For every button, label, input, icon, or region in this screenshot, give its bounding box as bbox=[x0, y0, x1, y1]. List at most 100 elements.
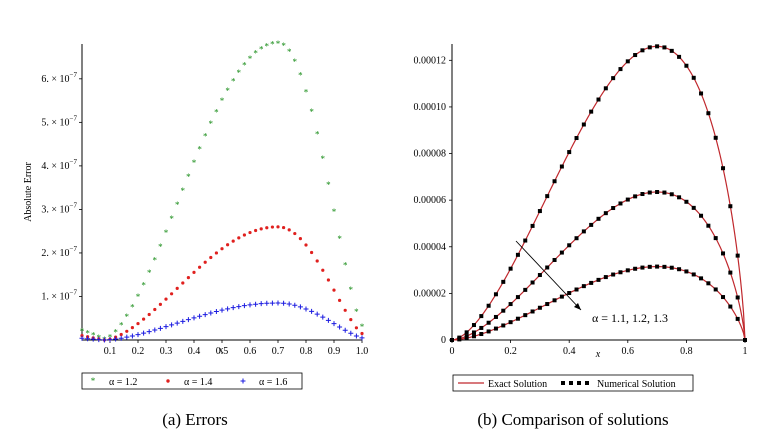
errors-point: * bbox=[253, 49, 258, 59]
numerical-solution-point bbox=[567, 243, 572, 248]
errors-point bbox=[220, 247, 224, 251]
numerical-solution-point bbox=[567, 291, 572, 296]
numerical-solution-point bbox=[655, 190, 660, 194]
numerical-solution-point bbox=[721, 166, 726, 171]
numerical-solution-point bbox=[486, 320, 491, 325]
errors-caption: (a) Errors bbox=[162, 410, 228, 429]
comparison-y-ticks: 0 0.00002 0.00004 0.00006 0.00008 0.00010 0.00… bbox=[414, 55, 452, 346]
numerical-solution-point bbox=[735, 316, 740, 321]
errors-y-tick-label: 6. × 10−7 bbox=[41, 71, 77, 85]
numerical-solution-point bbox=[530, 309, 535, 314]
numerical-solution-point bbox=[471, 334, 476, 339]
numerical-solution-point bbox=[691, 272, 696, 277]
numerical-solution-point bbox=[515, 252, 520, 257]
errors-point bbox=[348, 330, 354, 336]
errors-point bbox=[310, 250, 314, 255]
comparison-x-tick-label: 0.6 bbox=[622, 346, 635, 357]
errors-legend-label: α = 1.2 bbox=[109, 377, 137, 388]
numerical-solution-point bbox=[669, 48, 674, 53]
errors-point: * bbox=[125, 312, 130, 322]
errors-y-ticks: 1. × 10−7 2. × 10−7 3. × 10−7 4. × 10−7 5. ×… bbox=[41, 71, 82, 302]
errors-point: * bbox=[119, 321, 124, 331]
errors-point bbox=[276, 225, 280, 229]
errors-point: * bbox=[164, 228, 169, 238]
errors-legend-label: α = 1.6 bbox=[259, 377, 287, 388]
numerical-solution-point bbox=[677, 267, 682, 272]
numerical-solution-point bbox=[479, 314, 484, 319]
legend-exact-label: Exact Solution bbox=[488, 379, 547, 390]
errors-point bbox=[321, 268, 325, 272]
errors-y-tick-label: 1. × 10−7 bbox=[41, 288, 77, 302]
errors-point: * bbox=[349, 285, 354, 295]
numerical-solution-point bbox=[655, 264, 660, 269]
numerical-solution-point bbox=[640, 192, 645, 197]
numerical-solution-point bbox=[596, 277, 601, 282]
errors-point bbox=[170, 292, 174, 296]
errors-point bbox=[141, 330, 147, 336]
numerical-solution-point bbox=[471, 323, 476, 328]
errors-x-label: x bbox=[219, 345, 224, 356]
annotation-arrowhead bbox=[574, 303, 581, 310]
numerical-solution-point bbox=[655, 44, 660, 49]
numerical-solution-point bbox=[589, 280, 594, 285]
numerical-solution-point bbox=[603, 211, 608, 216]
numerical-solution-point bbox=[559, 164, 564, 169]
errors-point bbox=[281, 300, 287, 306]
errors-point: * bbox=[136, 292, 141, 302]
errors-point: * bbox=[147, 268, 152, 278]
errors-point: * bbox=[169, 214, 174, 224]
errors-point bbox=[163, 324, 169, 330]
numerical-solution-point bbox=[618, 270, 623, 275]
numerical-solution-point bbox=[669, 192, 674, 197]
numerical-solution-point bbox=[611, 76, 616, 81]
errors-point bbox=[135, 332, 141, 338]
numerical-solution-point bbox=[625, 268, 630, 273]
errors-legend-label: α = 1.4 bbox=[184, 377, 212, 388]
errors-point bbox=[247, 302, 253, 308]
errors-point bbox=[164, 297, 168, 301]
errors-point: * bbox=[209, 119, 214, 129]
errors-y-label: Absolute Error bbox=[23, 161, 34, 221]
errors-point bbox=[192, 270, 196, 274]
numerical-solution-point bbox=[567, 150, 572, 155]
errors-point bbox=[286, 301, 292, 307]
numerical-solution-point bbox=[647, 45, 652, 50]
errors-point bbox=[142, 317, 146, 321]
errors-point bbox=[331, 321, 337, 327]
numerical-solution-point bbox=[706, 223, 711, 228]
errors-legend-marker bbox=[166, 379, 170, 383]
errors-point bbox=[101, 337, 107, 343]
numerical-solution-point bbox=[464, 336, 469, 341]
numerical-solution-point bbox=[596, 97, 601, 102]
errors-point bbox=[236, 304, 242, 310]
errors-point bbox=[119, 332, 123, 337]
numerical-solution-point bbox=[450, 338, 454, 342]
numerical-solution-point bbox=[479, 332, 484, 337]
numerical-solution-point bbox=[508, 320, 513, 325]
errors-point bbox=[152, 327, 158, 333]
errors-x-tick-label: 0.3 bbox=[160, 346, 173, 357]
numerical-solution-point bbox=[662, 264, 667, 269]
numerical-solution-point bbox=[581, 229, 586, 234]
errors-point: * bbox=[332, 207, 337, 217]
comparison-y-tick-label: 0.00002 bbox=[414, 288, 447, 299]
errors-point: * bbox=[265, 41, 270, 51]
errors-point: * bbox=[343, 260, 348, 270]
errors-point: * bbox=[281, 41, 286, 51]
errors-point: * bbox=[130, 303, 135, 313]
errors-point: * bbox=[337, 234, 342, 244]
errors-point bbox=[326, 278, 330, 282]
numerical-solution-point bbox=[669, 265, 674, 270]
numerical-solution-point bbox=[501, 308, 506, 313]
errors-point: * bbox=[158, 242, 163, 252]
numerical-solution-point bbox=[596, 216, 601, 221]
numerical-solution-point bbox=[552, 179, 557, 184]
numerical-solution-point bbox=[684, 199, 689, 204]
numerical-solution-point bbox=[523, 313, 528, 318]
errors-point bbox=[298, 237, 302, 241]
comparison-y-tick-label: 0.00004 bbox=[414, 242, 447, 253]
comparison-x-tick-label: 0.4 bbox=[563, 346, 576, 357]
numerical-solution-point bbox=[493, 292, 498, 297]
errors-point: * bbox=[214, 107, 219, 117]
errors-point bbox=[80, 334, 84, 338]
